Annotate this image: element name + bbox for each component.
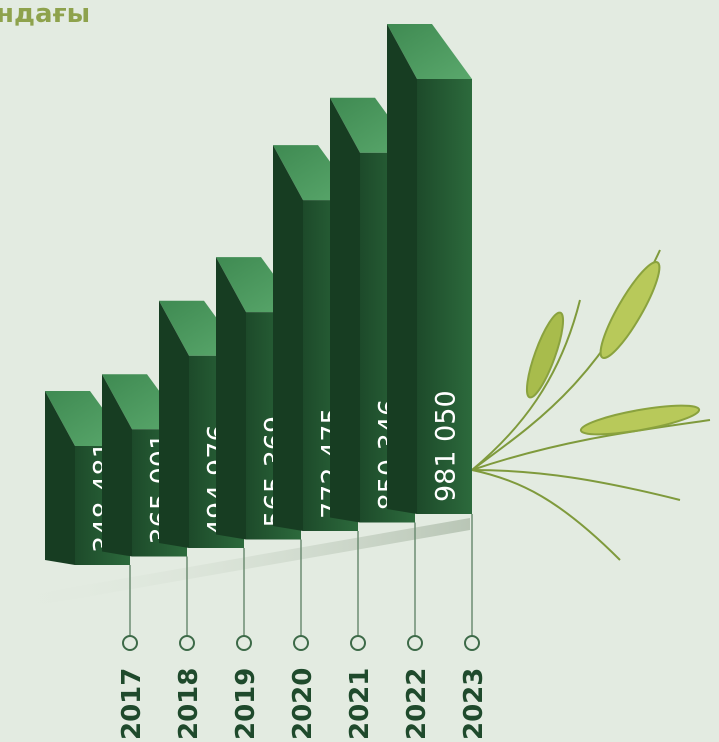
year-dot [179, 635, 195, 651]
x-tick-label: 2023 [459, 668, 489, 740]
bar-side [273, 145, 303, 531]
bar-side [216, 257, 246, 540]
value-label: 981 050 [431, 390, 462, 502]
x-tick-label: 2019 [231, 668, 261, 740]
bar-top-face [387, 24, 472, 79]
year-dot [350, 635, 366, 651]
bar-side [45, 390, 75, 565]
bar [417, 79, 472, 514]
x-tick-label: 2020 [288, 668, 318, 740]
bar-side [159, 300, 189, 548]
year-dot [236, 635, 252, 651]
bar-side [387, 24, 417, 514]
bar-side [102, 374, 132, 557]
x-tick-label: 2017 [117, 668, 147, 740]
x-tick-label: 2018 [174, 668, 204, 740]
wheat [471, 249, 711, 561]
year-dot [464, 635, 480, 651]
x-tick-label: 2022 [402, 668, 432, 740]
bar-side [330, 97, 360, 523]
chart-title: ндағы [0, 0, 90, 29]
x-tick-label: 2021 [345, 668, 375, 740]
floor-shadow [0, 518, 470, 612]
year-dot [293, 635, 309, 651]
year-dot [407, 635, 423, 651]
year-dot [122, 635, 138, 651]
